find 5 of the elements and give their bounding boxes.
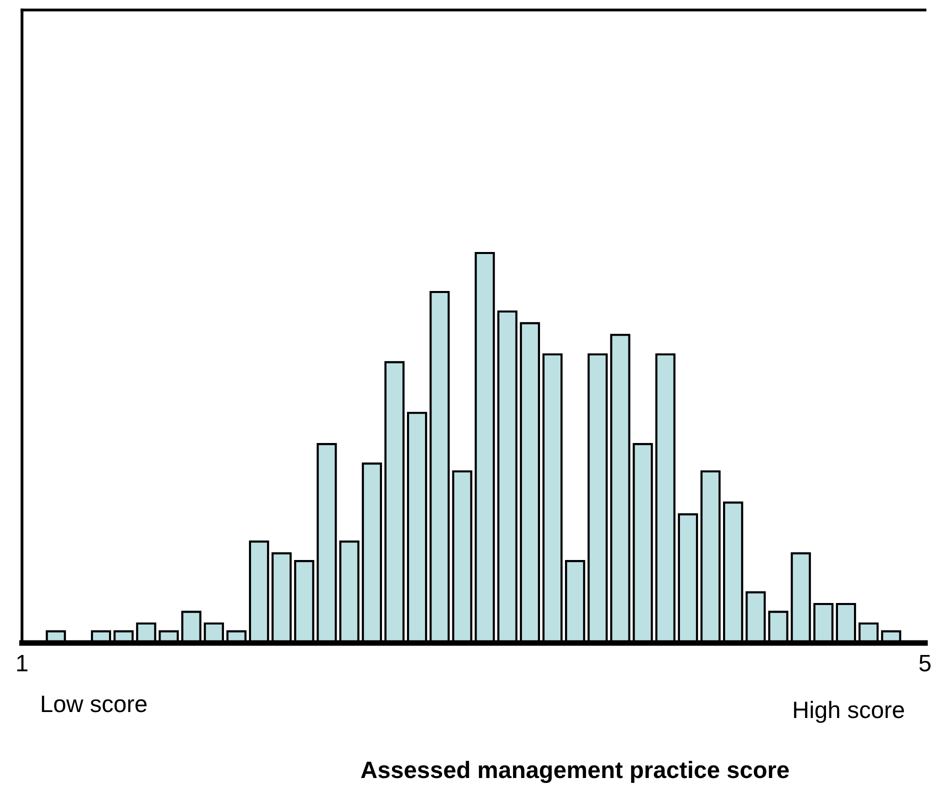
text: High score — [794, 700, 904, 723]
x-axis-title: Assessed management practice score — [361, 760, 789, 784]
x-tick-label: 5 — [919, 654, 931, 672]
text: Low score — [42, 696, 147, 712]
x-tick-label: 1 — [17, 654, 28, 672]
